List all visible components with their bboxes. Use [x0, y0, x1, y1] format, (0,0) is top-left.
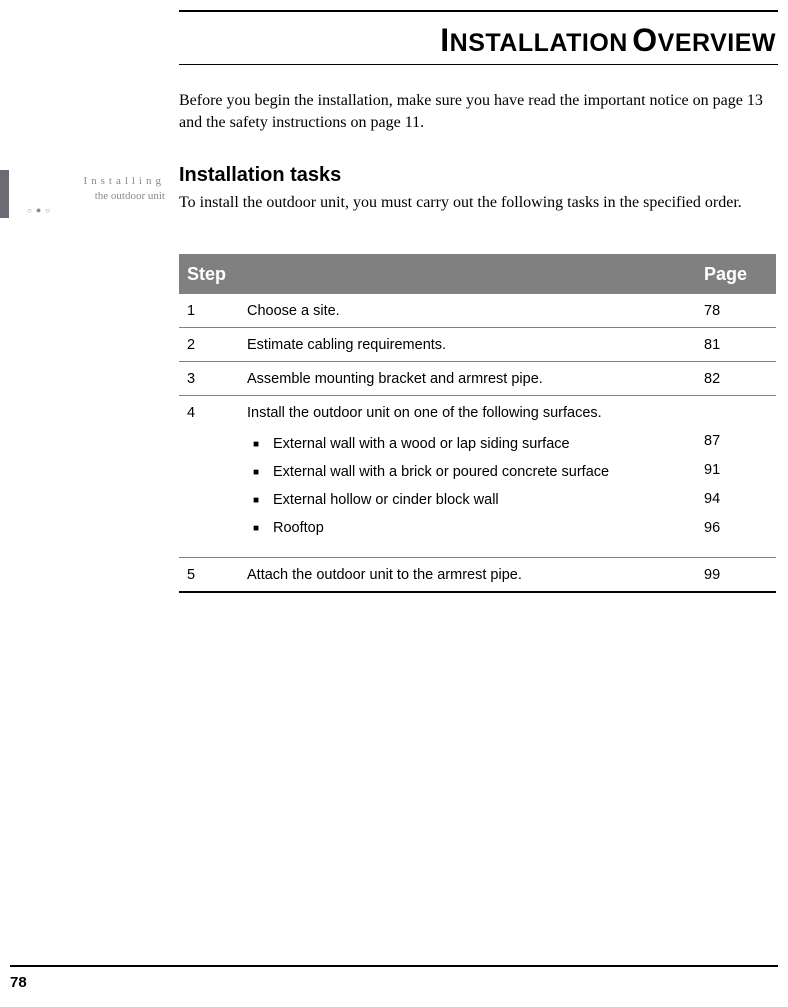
title-underline [179, 64, 778, 65]
bullet-page: 94 [704, 491, 776, 520]
side-label-line2: the outdoor unit [25, 189, 165, 204]
side-label-line1: Installing [25, 174, 165, 189]
cell-step-num: 2 [179, 337, 247, 353]
bullet-page: 96 [704, 520, 776, 549]
dot-open-icon: ○ [27, 206, 36, 215]
page: INSTALLATION OVERVIEW Before you begin t… [0, 0, 788, 1007]
square-bullet-icon: ■ [247, 520, 273, 538]
col-header-step: Step [179, 264, 247, 285]
cell-step-num: 3 [179, 371, 247, 387]
cell-desc: Install the outdoor unit on one of the f… [247, 405, 704, 549]
bullet-text: External wall with a wood or lap siding … [273, 436, 698, 452]
cell-desc: Choose a site. [247, 303, 704, 319]
title-w1-rest: NSTALLATION [450, 29, 628, 57]
cell-desc: Estimate cabling requirements. [247, 337, 704, 353]
bullet-row: ■ External hollow or cinder block wall [247, 487, 698, 515]
row4-lead: Install the outdoor unit on one of the f… [247, 405, 698, 421]
page-title: INSTALLATION OVERVIEW [440, 22, 776, 59]
section-heading: Installation tasks [179, 164, 341, 187]
table-row: 3 Assemble mounting bracket and armrest … [179, 362, 776, 396]
cell-step-num: 5 [179, 567, 247, 583]
bullet-row: ■ External wall with a brick or poured c… [247, 459, 698, 487]
table-row: 2 Estimate cabling requirements. 81 [179, 328, 776, 362]
spacer [704, 405, 776, 433]
cell-page: 81 [704, 337, 776, 353]
square-bullet-icon: ■ [247, 436, 273, 454]
section-intro: To install the outdoor unit, you must ca… [179, 192, 776, 214]
page-number: 78 [10, 974, 27, 991]
cell-step-num: 4 [179, 405, 247, 549]
side-dots: ○●○ [25, 205, 165, 216]
row4-bullets: ■ External wall with a wood or lap sidin… [247, 431, 698, 543]
dot-solid-icon: ● [36, 205, 45, 215]
title-w2-rest: VERVIEW [658, 29, 776, 57]
intro-paragraph: Before you begin the installation, make … [179, 90, 776, 133]
bullet-page: 91 [704, 462, 776, 491]
cell-step-num: 1 [179, 303, 247, 319]
cell-page: 78 [704, 303, 776, 319]
bullet-text: External hollow or cinder block wall [273, 492, 698, 508]
cell-desc: Assemble mounting bracket and armrest pi… [247, 371, 704, 387]
bullet-text: Rooftop [273, 520, 698, 536]
side-label: Installing the outdoor unit [25, 174, 165, 204]
footer-rule [10, 965, 778, 967]
table-row: 5 Attach the outdoor unit to the armrest… [179, 558, 776, 593]
bullet-text: External wall with a brick or poured con… [273, 464, 698, 480]
table-row: 1 Choose a site. 78 [179, 294, 776, 328]
title-w1-cap: I [440, 22, 449, 58]
table-header-row: Step Page [179, 254, 776, 294]
square-bullet-icon: ■ [247, 464, 273, 482]
cell-page: 99 [704, 567, 776, 583]
tasks-table: Step Page 1 Choose a site. 78 2 Estimate… [179, 254, 776, 593]
bullet-row: ■ External wall with a wood or lap sidin… [247, 431, 698, 459]
side-tab-bar [0, 170, 9, 218]
title-w2-cap: O [632, 22, 657, 58]
table-row: 4 Install the outdoor unit on one of the… [179, 396, 776, 558]
bullet-page: 87 [704, 433, 776, 462]
cell-page: 82 [704, 371, 776, 387]
row4-pages: 87 91 94 96 [704, 405, 776, 549]
top-rule [179, 10, 778, 12]
square-bullet-icon: ■ [247, 492, 273, 510]
bullet-row: ■ Rooftop [247, 515, 698, 543]
col-header-page: Page [704, 264, 776, 285]
dot-open-icon: ○ [45, 206, 54, 215]
cell-desc: Attach the outdoor unit to the armrest p… [247, 567, 704, 583]
